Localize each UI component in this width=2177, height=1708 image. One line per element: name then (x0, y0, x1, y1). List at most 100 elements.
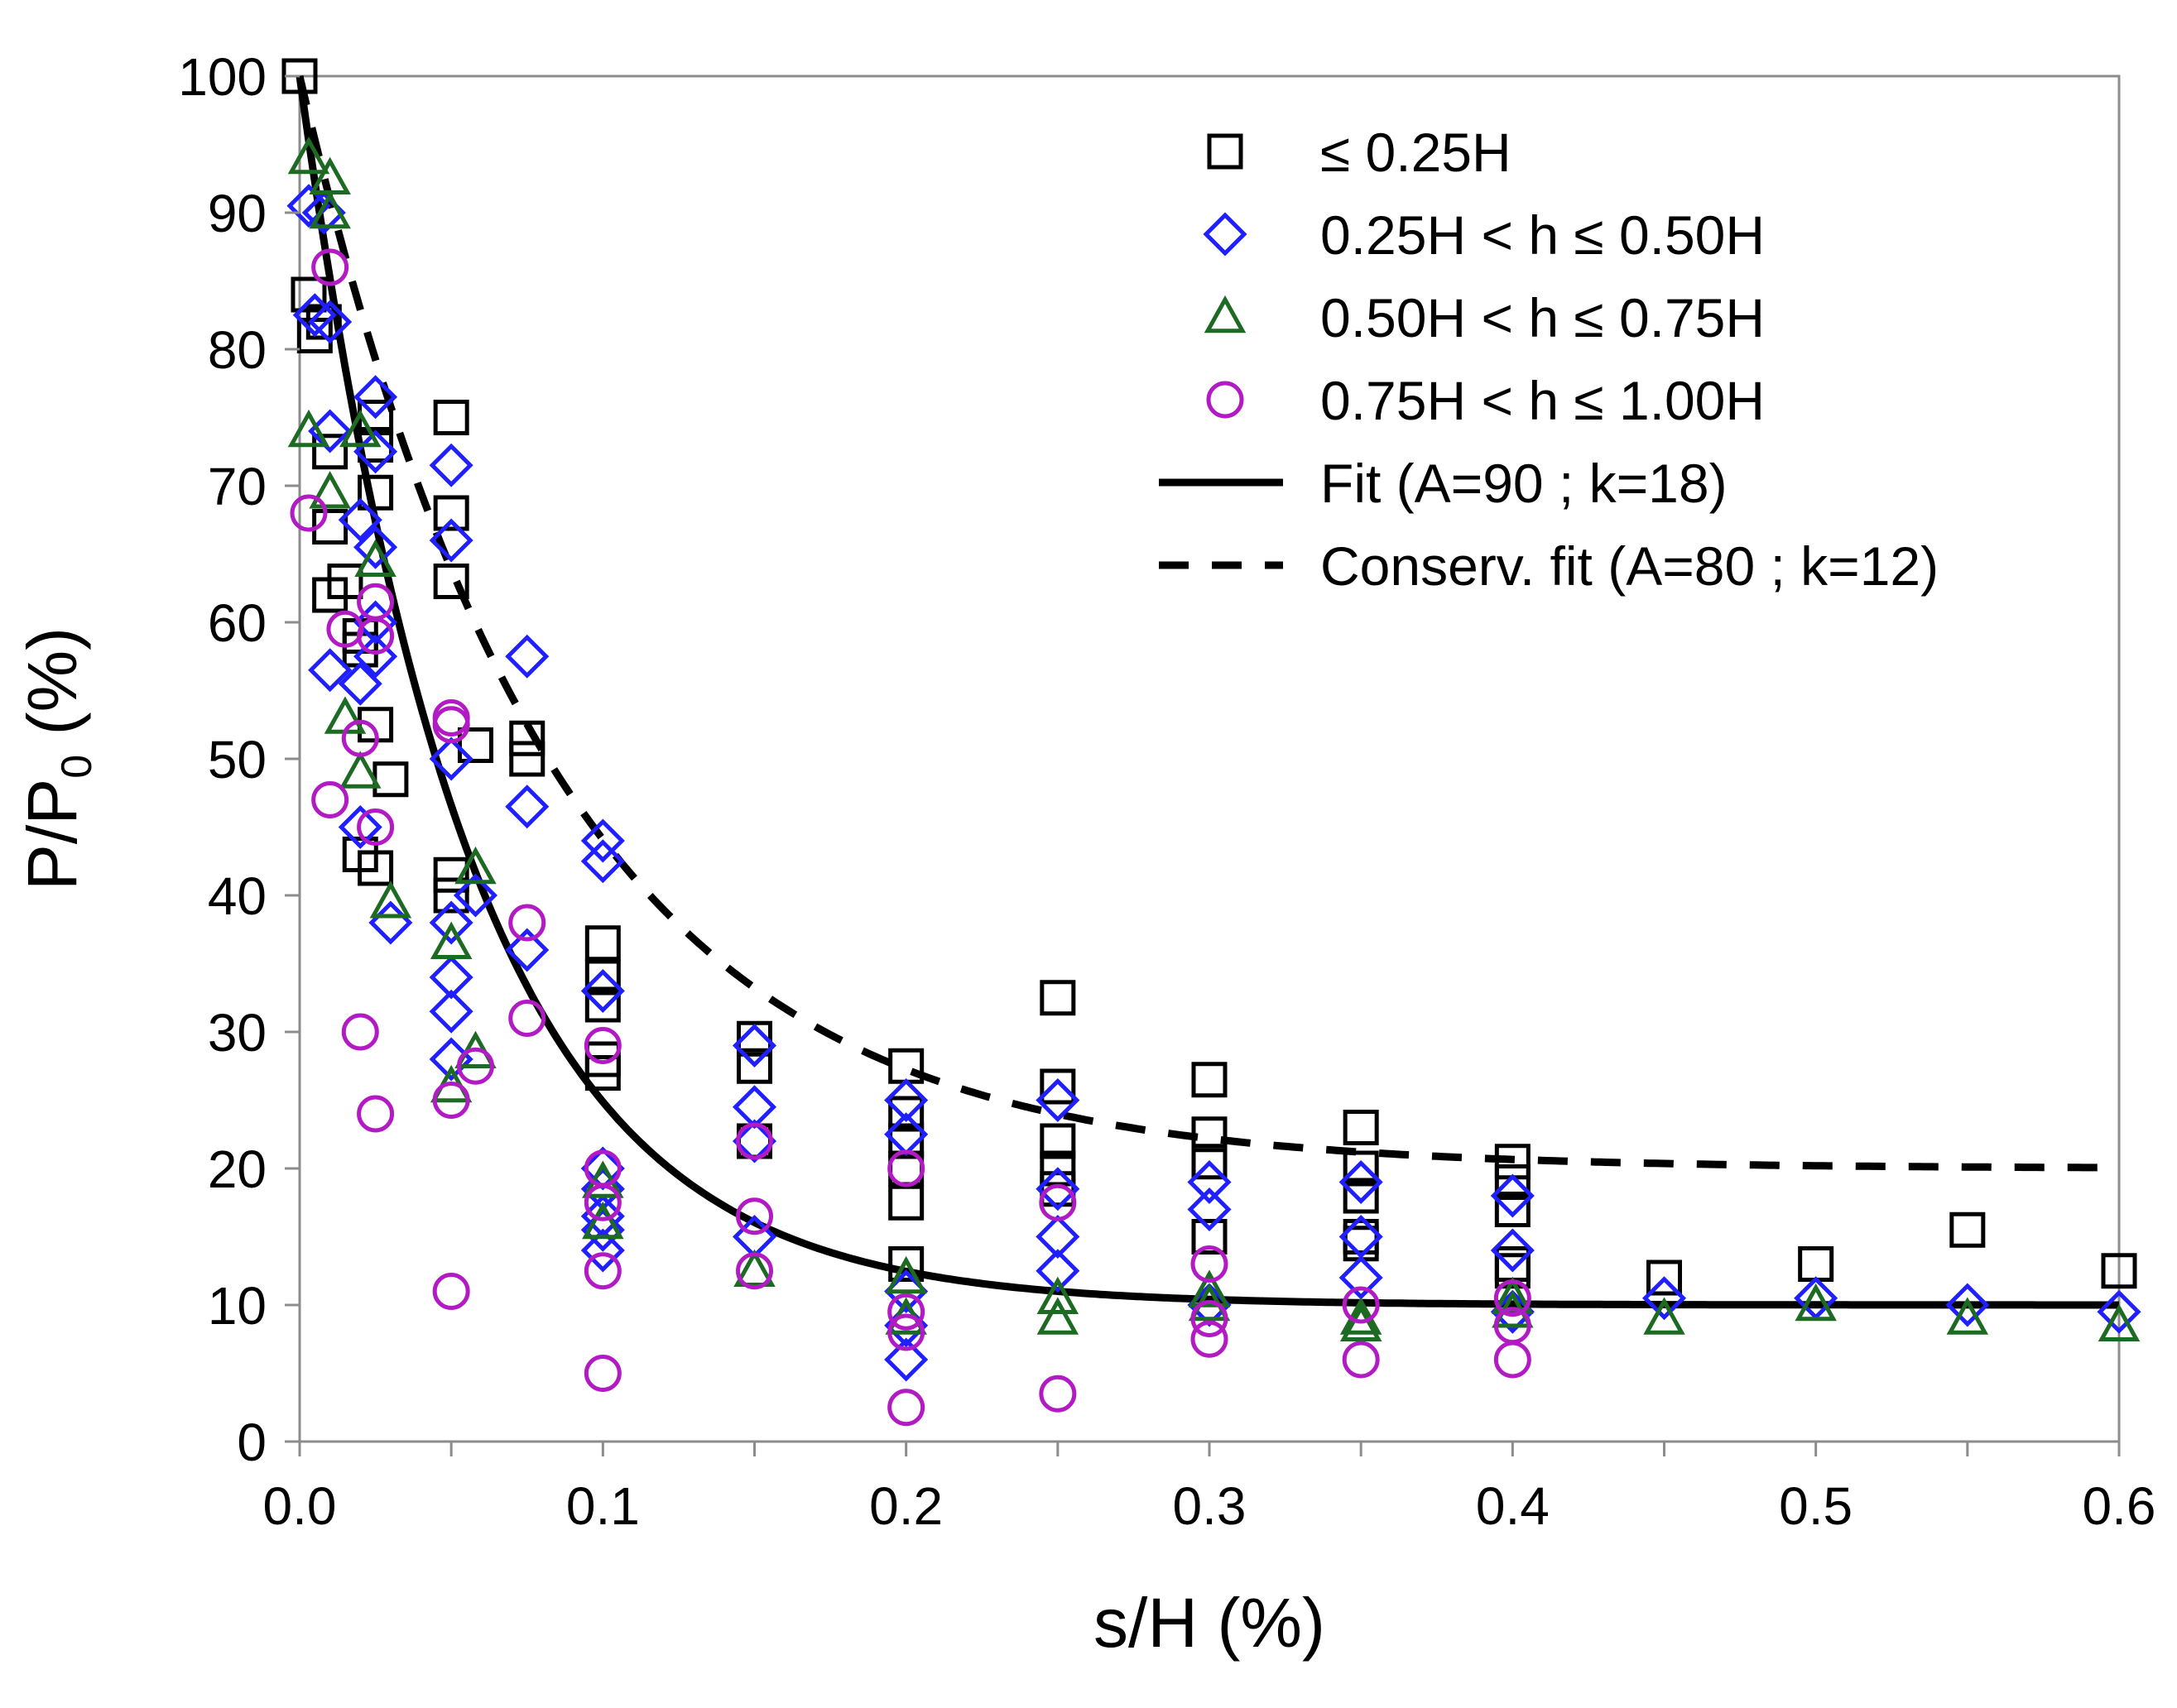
y-tick-label: 20 (208, 1139, 267, 1199)
data-point-diamond (505, 634, 550, 679)
y-tick-label: 90 (208, 184, 267, 243)
conservative-fit-curve (296, 74, 2119, 1172)
data-point-triangle (1795, 1283, 1837, 1322)
data-point-square (433, 495, 469, 531)
y-tick-label: 30 (208, 1003, 267, 1063)
data-point-triangle (430, 921, 473, 960)
data-point-circle (341, 1013, 379, 1051)
data-point-diamond (308, 409, 353, 453)
fit-curve (296, 75, 2119, 1309)
y-axis-title-subscript: 0 (53, 755, 101, 779)
legend-marker-circle (1206, 381, 1244, 419)
data-point-triangle (1492, 1276, 1534, 1315)
y-tick-label: 40 (208, 866, 267, 926)
data-points (281, 58, 2141, 1427)
data-point-square (584, 925, 621, 962)
data-point-diamond (1187, 1159, 1232, 1205)
data-point-circle (432, 1082, 470, 1119)
data-point-square (509, 741, 545, 777)
data-point-square (584, 959, 621, 996)
data-point-square (1343, 1150, 1379, 1187)
svg-text:P/P0 (%): P/P0 (%) (13, 627, 101, 890)
data-point-circle (357, 808, 395, 846)
data-point-square (888, 1123, 925, 1159)
data-point-circle (508, 904, 546, 942)
data-point-square (584, 1055, 621, 1091)
plot-area (298, 74, 2121, 1443)
data-point-diamond (1036, 1167, 1080, 1211)
data-point-diamond (580, 1228, 625, 1273)
data-point-circle (357, 617, 395, 655)
data-point-diamond (308, 300, 353, 344)
data-point-diamond (1187, 1187, 1232, 1232)
data-point-triangle (1188, 1269, 1231, 1307)
data-point-diamond (1490, 1228, 1535, 1273)
x-tick-label: 0.2 (869, 1476, 943, 1536)
data-point-triangle (582, 1201, 624, 1240)
data-point-circle (456, 1047, 494, 1085)
y-tick-label: 50 (208, 730, 267, 789)
data-point-square (433, 856, 469, 893)
data-point-diamond (2097, 1289, 2141, 1334)
data-point-triangle (309, 190, 351, 229)
data-point-diamond (429, 900, 473, 945)
data-point-triangle (369, 880, 412, 919)
data-point-square (888, 1246, 925, 1282)
data-point-square (1040, 1068, 1076, 1105)
data-point-square (737, 1048, 772, 1084)
data-point-diamond (453, 873, 498, 918)
data-point-circle (584, 1252, 622, 1290)
data-point-circle (736, 1122, 773, 1160)
data-point-square (1646, 1259, 1682, 1296)
data-point-triangle (354, 539, 396, 578)
data-point-diamond (338, 497, 382, 542)
data-point-circle (432, 1273, 470, 1310)
y-tick-label: 60 (208, 593, 267, 653)
data-point-square (281, 58, 318, 94)
data-point-diamond (308, 648, 353, 693)
data-point-square (1040, 1171, 1076, 1207)
data-point-diamond (286, 184, 331, 228)
x-tick-label: 0.5 (1779, 1476, 1853, 1536)
data-point-square (433, 400, 469, 435)
y-axis-title: P/P0 (%) (13, 627, 101, 890)
data-point-circle (736, 1252, 773, 1290)
y-tick-label: 80 (208, 320, 267, 380)
data-point-square (457, 727, 493, 763)
legend: ≤ 0.25H 0.25H < h ≤ 0.50H 0.50H < h ≤ 0.75… (1159, 122, 1939, 597)
data-point-diamond (884, 1077, 929, 1123)
data-point-diamond (505, 928, 550, 972)
data-point-triangle (339, 751, 382, 789)
data-point-diamond (353, 375, 398, 420)
data-point-diamond (1036, 1214, 1080, 1259)
data-point-circle (1190, 1245, 1228, 1283)
data-point-square (1191, 1219, 1228, 1255)
legend-label: Fit (A=90 ; k=18) (1320, 453, 1728, 514)
data-point-square (358, 474, 394, 511)
x-tick-label: 0.6 (2083, 1476, 2156, 1536)
data-point-circle (341, 719, 379, 757)
data-point-circle (508, 1000, 546, 1037)
x-axis-title: s/H (%) (1093, 1584, 1325, 1662)
data-point-diamond (353, 600, 398, 645)
legend-label: 0.75H < h ≤ 1.00H (1320, 370, 1765, 431)
legend-marker-diamond (1203, 212, 1247, 257)
data-point-square (433, 877, 469, 914)
data-point-triangle (287, 409, 330, 448)
data-point-square (1191, 1116, 1228, 1153)
data-point-square (433, 564, 469, 599)
data-point-triangle (1036, 1276, 1079, 1315)
y-axis-title-main: P/P (13, 779, 91, 890)
data-point-square (1343, 1110, 1379, 1145)
x-tick-label: 0.3 (1173, 1476, 1247, 1536)
data-point-square (1343, 1178, 1379, 1214)
data-point-diamond (338, 661, 382, 706)
data-point-diamond (580, 968, 625, 1014)
data-point-triangle (454, 846, 497, 885)
data-point-circle (584, 1027, 622, 1064)
data-point-diamond (429, 518, 473, 563)
data-point-triangle (2098, 1303, 2141, 1342)
data-point-circle (1039, 1183, 1077, 1221)
y-axis-title-tail: (%) (13, 627, 91, 755)
data-point-diamond (429, 955, 473, 1000)
